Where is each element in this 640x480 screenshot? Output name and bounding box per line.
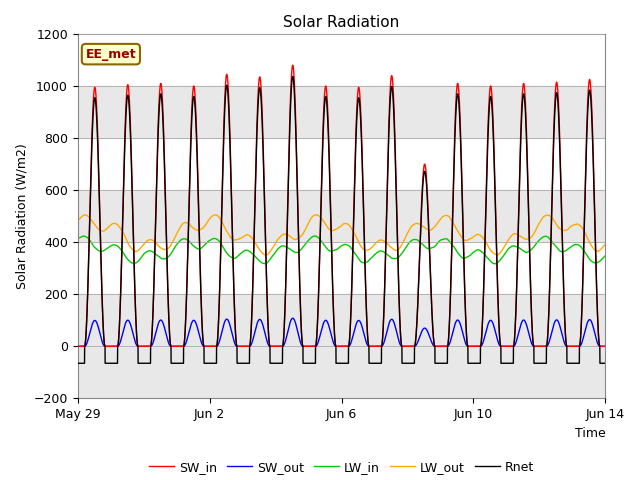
LW_out [634,233,640,239]
LW_out [163,246,171,252]
LW_out [419,223,426,229]
LW_in [634,243,640,249]
LW_out [413,220,420,226]
Line: Rnet: Rnet [77,76,638,363]
Bar [77,86,605,138]
Legend: SW_in, SW_out, LW_in, LW_out, Rnet: SW_in, SW_out, LW_in, LW_out, Rnet [144,456,539,479]
LW_in [491,261,499,266]
Rnet [74,360,81,366]
SW_in [74,344,81,349]
Line: LW_out: LW_out [77,215,638,255]
Rnet [419,193,426,199]
SW_out [289,315,296,321]
LW_out [191,226,198,232]
Rnet [412,331,420,336]
SW_in [289,62,296,68]
Bar [77,347,605,398]
Y-axis label: Solar Radiation (W/m2): Solar Radiation (W/m2) [15,144,28,289]
SW_in [474,344,482,349]
SW_in [191,86,198,92]
SW_out [125,318,132,324]
LW_out [212,212,220,218]
SW_out [419,328,426,334]
LW_in [311,233,319,239]
Rnet [191,96,198,102]
LW_in [419,241,426,247]
LW_out [262,252,269,258]
LW_in [191,244,198,250]
SW_out [163,335,171,340]
LW_out [475,231,483,237]
SW_out [412,342,420,348]
SW_in [412,330,420,336]
Line: SW_out: SW_out [77,318,638,347]
SW_out [474,344,482,349]
LW_in [163,255,171,261]
Bar [77,294,605,347]
SW_out [191,318,198,324]
Line: LW_in: LW_in [77,236,638,264]
Rnet [474,360,482,366]
LW_out [74,217,81,223]
SW_in [634,344,640,349]
LW_in [412,237,420,242]
SW_in [163,255,171,261]
Rnet [634,360,640,366]
Rnet [125,97,132,103]
Text: EE_met: EE_met [86,48,136,60]
Rnet [289,73,296,79]
Line: SW_in: SW_in [77,65,638,347]
Title: Solar Radiation: Solar Radiation [284,15,399,30]
SW_out [634,344,640,349]
Bar [77,190,605,242]
SW_in [125,87,132,93]
SW_out [74,344,81,349]
LW_in [474,247,482,252]
Rnet [163,259,171,265]
LW_in [74,236,81,241]
X-axis label: Time: Time [575,427,605,440]
LW_out [125,242,132,248]
SW_in [419,187,426,192]
LW_in [125,258,132,264]
